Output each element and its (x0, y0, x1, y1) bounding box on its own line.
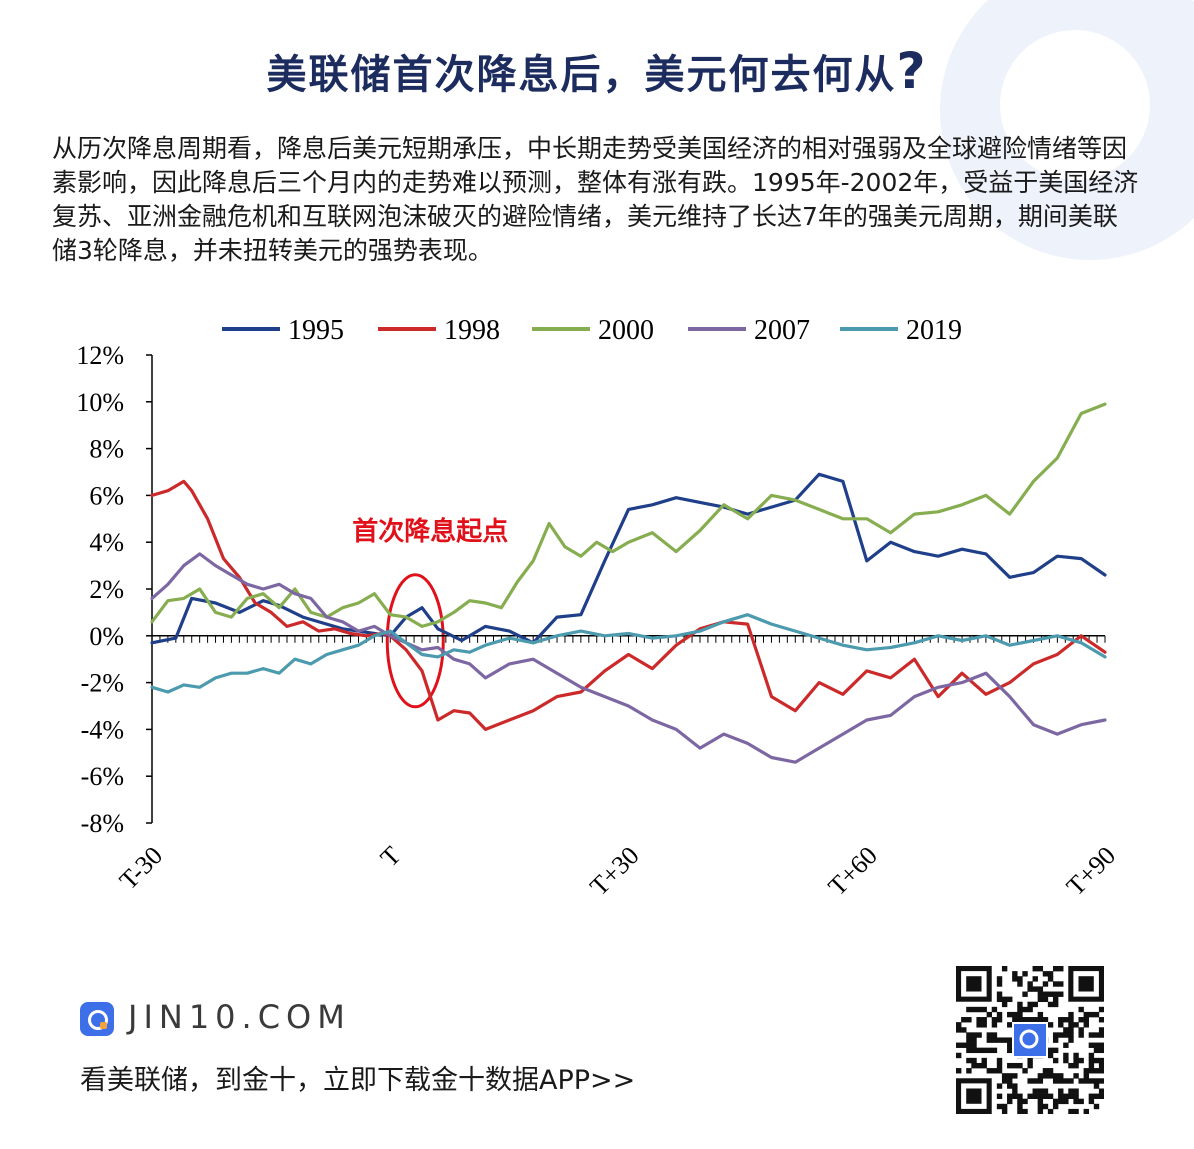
y-tick-label: -4% (81, 715, 124, 744)
title-question-mark: ? (896, 42, 928, 100)
series-line-2007 (150, 552, 1107, 764)
x-tick-label: T+30 (584, 841, 644, 901)
footer-site-name[interactable]: JIN10.COM (128, 998, 351, 1036)
page-title: 美联储首次降息后，美元何去何从? (0, 42, 1194, 100)
chart-legend: 1995 1998 2000 2007 2019 (222, 315, 962, 346)
y-tick-label: 2% (89, 575, 124, 604)
legend-label-2007: 2007 (754, 315, 810, 346)
y-tick-label: 6% (89, 481, 124, 510)
qr-code-icon[interactable] (956, 966, 1104, 1114)
annotation-label: 首次降息起点 (352, 516, 508, 547)
y-tick-label: 10% (76, 388, 124, 417)
footer-download-link[interactable]: 看美联储，到金十，立即下载金十数据APP>> (80, 1065, 636, 1096)
series-line-2000 (150, 402, 1107, 628)
x-tick-label: T+60 (823, 841, 883, 901)
y-tick-label: -6% (81, 762, 124, 791)
series-line-1998 (150, 479, 1107, 731)
y-tick-label: 4% (89, 528, 124, 557)
chart-axes: 12% 10% 8% 6% 4% 2% 0% -2% -4% -6% -8% T-30 T T+30 T+6… (76, 341, 1121, 901)
usd-rate-cut-line-chart: 1995 1998 2000 2007 2019 首次降息起点 12% 10% 8% 6% 4%… (76, 315, 1121, 901)
chart-annotation: 首次降息起点 (352, 516, 508, 709)
y-tick-label: -2% (81, 669, 124, 698)
series-line-2019 (150, 613, 1107, 694)
chart-series (150, 402, 1107, 764)
y-tick-label: 8% (89, 435, 124, 464)
x-tick-label: T+90 (1061, 841, 1121, 901)
annotation-ellipse (385, 573, 445, 709)
legend-label-1998: 1998 (444, 315, 500, 346)
intro-paragraph: 从历次降息周期看，降息后美元短期承压，中长期走势受美国经济的相对强弱及全球避险情… (52, 134, 1139, 265)
background-decoration-inner (1000, 30, 1150, 180)
jin10-logo-icon (80, 1002, 114, 1036)
legend-label-1995: 1995 (288, 315, 344, 346)
y-tick-label: -8% (81, 809, 124, 838)
x-tick-label: T (375, 841, 407, 873)
y-tick-label: 0% (89, 622, 124, 651)
x-tick-label: T-30 (114, 841, 169, 896)
legend-label-2019: 2019 (906, 315, 962, 346)
y-tick-label: 12% (76, 341, 124, 370)
title-text: 美联储首次降息后，美元何去何从 (266, 52, 897, 98)
series-line-1995 (150, 472, 1107, 645)
legend-label-2000: 2000 (598, 315, 654, 346)
